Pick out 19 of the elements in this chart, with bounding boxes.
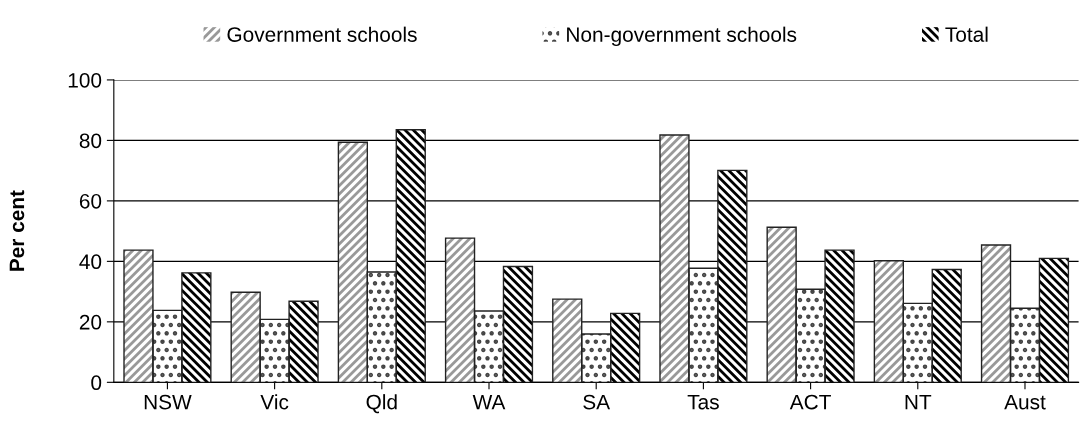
y-tick-label: 0 [91, 375, 102, 391]
x-tick-label: SA [583, 394, 611, 410]
y-tick-label: 80 [79, 133, 102, 149]
y-axis-title: Per cent [9, 190, 25, 271]
x-tick-label: Qld [366, 394, 397, 414]
y-tick-label: 100 [68, 72, 102, 88]
x-tick-label: WA [472, 394, 506, 410]
x-tick-label: ACT [789, 394, 831, 410]
x-tick-label: Tas [687, 394, 719, 410]
legend-label: Non-government schools [567, 26, 797, 47]
y-tick-label: 60 [79, 193, 102, 209]
x-tick-label: NT [905, 394, 932, 410]
x-tick-label: Aust [1004, 394, 1046, 410]
legend-label: Total [945, 26, 988, 42]
y-tick-label: 40 [79, 254, 102, 270]
legend-label: Government schools [227, 26, 417, 42]
y-tick-label: 20 [79, 314, 102, 330]
x-tick-label: NSW [144, 394, 192, 410]
x-tick-label: Vic [260, 394, 289, 410]
